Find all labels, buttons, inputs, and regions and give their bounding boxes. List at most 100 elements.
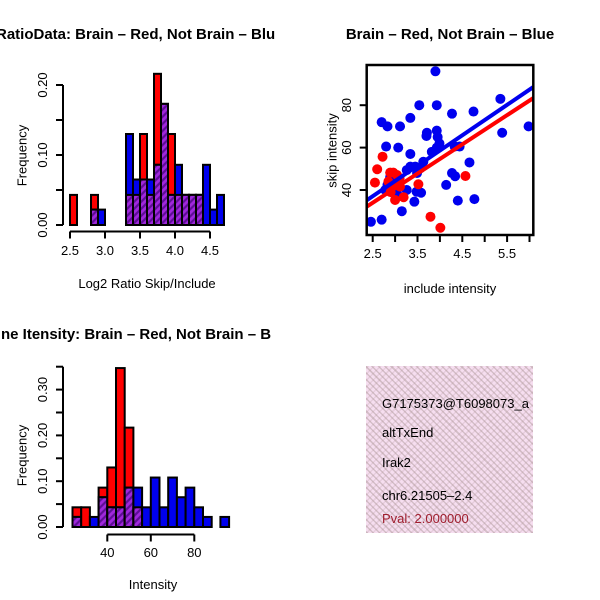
scatter-point-not-brain: [395, 121, 406, 132]
histogram-bar-blue: [202, 515, 213, 528]
scatter-point-not-brain: [396, 206, 407, 217]
histogram-bar-overlap: [71, 515, 83, 528]
scatter-point-not-brain: [464, 157, 475, 168]
scatter-point-not-brain: [376, 117, 387, 128]
scatter-point-brain: [398, 192, 409, 203]
scatter-point-not-brain: [441, 179, 452, 190]
histogram-bar-overlap: [153, 163, 162, 227]
scatter-point-not-brain: [405, 112, 416, 123]
gene-pval: Pval: 2.000000: [382, 511, 469, 526]
x-tick-label: 4.0: [166, 243, 184, 258]
scatter-ylabel: skip intensity: [324, 113, 340, 188]
scatter-point-not-brain: [446, 168, 457, 179]
x-tick-label: 2.5: [364, 246, 382, 261]
panel-gene-info: G7175373@T6098073_a altTxEnd Irak2 chr6.…: [300, 300, 600, 600]
scatter-point-not-brain: [431, 100, 442, 111]
histogram-bar-red: [115, 367, 126, 528]
histogram-bar-overlap: [123, 486, 135, 528]
scatter-data-area: [366, 66, 534, 233]
scatter-point-not-brain: [414, 100, 425, 111]
scatter-point-not-brain: [376, 214, 387, 225]
x-tick-label: 3.0: [96, 243, 114, 258]
hist-ratio-ylabel: Frequency: [14, 124, 30, 187]
scatter-point-not-brain: [469, 194, 480, 205]
scatter-point-not-brain: [446, 108, 457, 119]
histogram-bar-overlap: [90, 208, 99, 227]
hist-intensity-title: ne Itensity: Brain – Red, Not Brain – B: [1, 326, 272, 343]
scatter-point-not-brain: [495, 93, 506, 104]
histogram-bar-red: [69, 193, 78, 226]
scatter-point-not-brain: [430, 66, 441, 77]
histogram-bar-overlap: [174, 193, 183, 226]
x-tick-label: 40: [100, 545, 114, 560]
histogram-bar-overlap: [146, 193, 155, 226]
hist-intensity-ylabel: Frequency: [14, 424, 30, 487]
gene-event-type: altTxEnd: [382, 425, 434, 440]
scatter-point-brain: [460, 171, 471, 182]
scatter-point-not-brain: [523, 121, 534, 132]
x-tick-label: 4.5: [201, 243, 219, 258]
y-tick-label: 0.20: [35, 72, 50, 97]
hist-ratio-xlabel: Log2 Ratio Skip/Include: [78, 276, 216, 291]
y-tick-label: 60: [339, 140, 354, 154]
scatter-point-not-brain: [393, 142, 404, 153]
x-tick-label: 5.5: [498, 246, 516, 261]
scatter-title: Brain – Red, Not Brain – Blue: [345, 26, 555, 43]
plot-box: [365, 63, 535, 237]
y-tick-label: 0.10: [35, 142, 50, 167]
scatter-point-brain: [372, 164, 383, 175]
histogram-bar-overlap: [167, 193, 176, 226]
histogram-bar-blue: [193, 506, 205, 528]
scatter-point-not-brain: [416, 187, 427, 198]
hist-ratio-plot: 0.00 0.10 0.20 2.5 3.0 3.5 4.0 4.5: [35, 72, 225, 258]
histogram-bar-blue: [216, 193, 225, 226]
histogram-bar-blue: [175, 496, 187, 528]
x-tick-label: 4.5: [453, 246, 471, 261]
y-tick-label: 0.30: [35, 377, 50, 402]
regression-line-blue: [366, 85, 534, 202]
scatter-point-brain: [435, 222, 446, 233]
histogram-bar-overlap: [188, 193, 197, 226]
scatter-point-not-brain: [409, 196, 420, 207]
scatter-point-brain: [377, 151, 388, 162]
histogram-bar-blue: [88, 515, 100, 528]
scatter-point-not-brain: [431, 125, 442, 136]
panel-intensity-scatter: Brain – Red, Not Brain – Blue 2.5 3.5 4.5 5…: [300, 0, 600, 300]
scatter-point-not-brain: [452, 195, 463, 206]
histogram-bar-overlap: [132, 506, 144, 528]
hist-intensity-xlabel: Intensity: [128, 577, 178, 592]
histogram-bar-overlap: [181, 193, 190, 226]
gene-probe-id: G7175373@T6098073_a: [382, 396, 529, 411]
hist-intensity-plot: 0.00 0.10 0.20 0.30 40 60 80: [35, 365, 231, 560]
scatter-point-brain: [425, 211, 436, 222]
scatter-point-not-brain: [405, 148, 416, 159]
scatter-point-brain: [413, 179, 424, 190]
histogram-bar-blue: [219, 515, 231, 528]
histogram-bar-overlap: [125, 193, 134, 226]
x-tick-label: 3.5: [408, 246, 426, 261]
gene-locus: chr6.21505–2.4: [382, 488, 473, 503]
histogram-bar-blue: [158, 506, 170, 528]
panel-log-ratio-histogram: RatioData: Brain – Red, Not Brain – Blu …: [0, 0, 300, 300]
y-tick-label: 0.00: [35, 212, 50, 237]
scatter-point-not-brain: [366, 216, 376, 227]
scatter-point-not-brain: [381, 141, 392, 152]
x-tick-label: 3.5: [131, 243, 149, 258]
scatter-plot: 2.5 3.5 4.5 5.5 40 60 80: [339, 63, 535, 261]
y-tick-label: 0.10: [35, 469, 50, 494]
x-tick-label: 2.5: [61, 243, 79, 258]
y-tick-label: 0.20: [35, 423, 50, 448]
scatter-point-not-brain: [421, 127, 432, 138]
histogram-bar-overlap: [160, 102, 169, 226]
histogram-bar-overlap: [195, 193, 204, 226]
histogram-bar-blue: [97, 208, 106, 227]
hist-ratio-title: RatioData: Brain – Red, Not Brain – Blu: [0, 26, 276, 43]
regression-line-red: [366, 96, 534, 209]
histogram-bar-blue: [202, 163, 211, 227]
scatter-xlabel: include intensity: [403, 281, 497, 296]
gene-info-box: G7175373@T6098073_a altTxEnd Irak2 chr6.…: [366, 366, 533, 533]
y-tick-label: 80: [339, 98, 354, 112]
histogram-bar-blue: [149, 476, 161, 528]
histogram-bar-blue: [209, 208, 218, 227]
